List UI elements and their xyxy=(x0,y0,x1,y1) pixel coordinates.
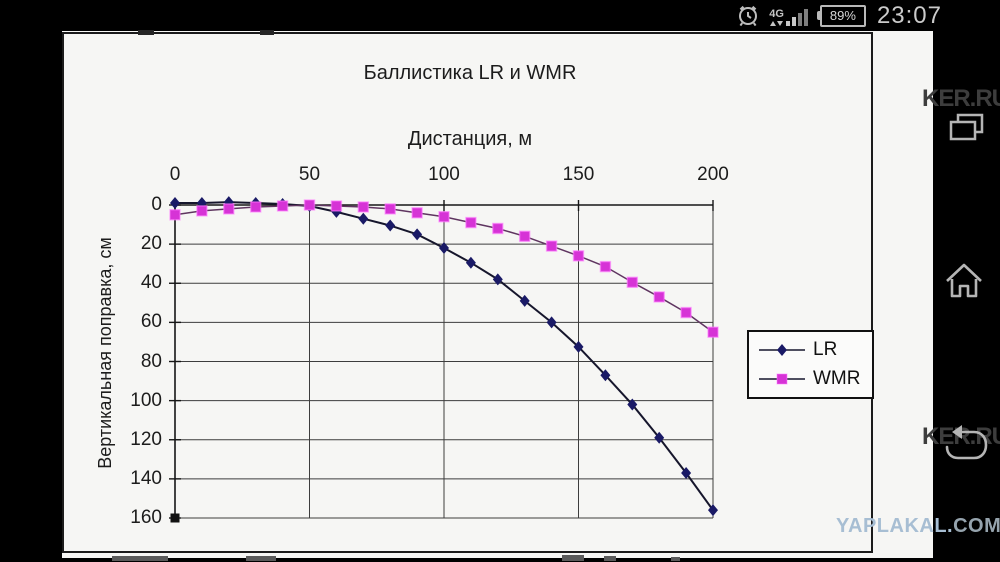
x-tick-label: 100 xyxy=(428,164,460,185)
x-tick-label: 0 xyxy=(169,164,181,185)
y-tick-label: 20 xyxy=(140,233,162,255)
battery-percentage: 89% xyxy=(819,4,866,27)
data-point-diamond xyxy=(681,467,692,480)
legend-items: LR WMR xyxy=(749,335,872,393)
y-tick-label: 40 xyxy=(140,272,162,294)
data-point-square xyxy=(438,210,450,223)
y-tick-label: 100 xyxy=(130,389,162,411)
data-point-diamond xyxy=(546,316,557,329)
cut-text-remnant xyxy=(112,556,168,561)
legend-marker-diamond-icon xyxy=(759,343,805,356)
network-type-label: 4G xyxy=(769,7,784,20)
data-point-diamond xyxy=(412,228,423,241)
legend: LR WMR xyxy=(747,330,874,399)
data-point-square xyxy=(599,260,612,273)
watermark-site-name: YAPLAKAL. xyxy=(836,515,954,537)
corner-marker xyxy=(170,513,180,523)
chart-image-panel: Баллистика LR и WMR Дистанция, м Вертика… xyxy=(62,31,933,558)
back-button[interactable] xyxy=(940,422,992,468)
recent-apps-button[interactable] xyxy=(946,110,988,150)
battery-nub xyxy=(816,11,820,20)
watermark-site-tld: COM xyxy=(953,515,1000,537)
battery-indicator: 89% xyxy=(816,4,866,27)
status-bar: 4G 89% 23:07 xyxy=(0,0,1000,30)
y-tick-label: 80 xyxy=(140,350,162,372)
clock-time: 23:07 xyxy=(876,1,942,29)
cut-text-remnant xyxy=(604,556,616,561)
data-point-diamond xyxy=(170,197,180,210)
legend-label: LR xyxy=(813,338,838,360)
data-point-square xyxy=(680,306,692,319)
x-tick-label: 150 xyxy=(562,164,595,185)
data-point-square xyxy=(411,207,423,219)
signal-strength-icon xyxy=(785,6,808,26)
legend-item-wmr: WMR xyxy=(749,364,872,393)
data-point-square xyxy=(653,291,665,303)
data-point-square xyxy=(276,200,289,212)
plot-area xyxy=(169,196,719,523)
cut-text-remnant xyxy=(260,30,274,35)
cut-text-remnant xyxy=(138,30,154,35)
data-point-diamond xyxy=(439,242,449,255)
legend-label: WMR xyxy=(813,367,861,389)
data-point-square xyxy=(330,200,343,212)
watermark-top-right: KER.RU xyxy=(922,85,1000,112)
data-point-square xyxy=(169,209,181,221)
legend-item-lr: LR xyxy=(749,335,872,364)
cut-text-remnant xyxy=(246,556,276,561)
home-button[interactable] xyxy=(942,260,986,302)
data-point-square xyxy=(384,203,396,215)
data-point-square xyxy=(492,222,504,235)
watermark-site: YAPLAKAL.COM xyxy=(836,515,1000,538)
data-point-diamond xyxy=(358,212,369,225)
x-tick-label: 200 xyxy=(697,164,729,185)
data-point-square xyxy=(465,216,477,229)
data-point-square xyxy=(249,201,262,213)
data-point-diamond xyxy=(519,294,530,307)
chart-border xyxy=(62,32,873,553)
data-point-diamond xyxy=(465,256,476,269)
x-axis-title: Дистанция, м xyxy=(407,128,533,150)
data-point-square xyxy=(707,326,719,338)
data-point-diamond xyxy=(385,219,396,232)
data-point-square xyxy=(223,203,235,215)
data-point-diamond xyxy=(573,340,584,353)
data-point-square xyxy=(357,201,370,213)
y-tick-label: 120 xyxy=(130,428,162,450)
chart-title: Баллистика LR и WMR xyxy=(363,62,577,84)
legend-marker-square-icon xyxy=(759,373,805,384)
y-tick-label: 60 xyxy=(140,311,162,333)
y-tick-label: 0 xyxy=(151,194,162,215)
data-point-diamond xyxy=(627,398,638,411)
cut-text-remnant xyxy=(671,557,680,561)
data-point-diamond xyxy=(654,431,665,444)
data-point-square xyxy=(545,240,558,252)
status-bar-right-cluster: 4G 89% 23:07 xyxy=(736,2,942,29)
data-point-diamond xyxy=(600,369,611,382)
data-point-square xyxy=(518,230,531,243)
alarm-clock-icon xyxy=(739,5,758,26)
y-tick-label: 140 xyxy=(130,467,162,489)
x-tick-label: 50 xyxy=(298,164,321,185)
data-point-square xyxy=(303,199,316,211)
y-tick-label: 160 xyxy=(130,507,162,528)
data-point-diamond xyxy=(492,273,503,286)
data-point-square xyxy=(196,205,208,217)
data-activity-arrows-icon xyxy=(770,20,784,26)
mobile-network-indicator: 4G xyxy=(769,6,808,26)
data-point-square xyxy=(572,250,585,262)
data-point-square xyxy=(626,276,639,289)
data-point-diamond xyxy=(708,504,718,517)
cut-text-remnant xyxy=(562,555,584,561)
